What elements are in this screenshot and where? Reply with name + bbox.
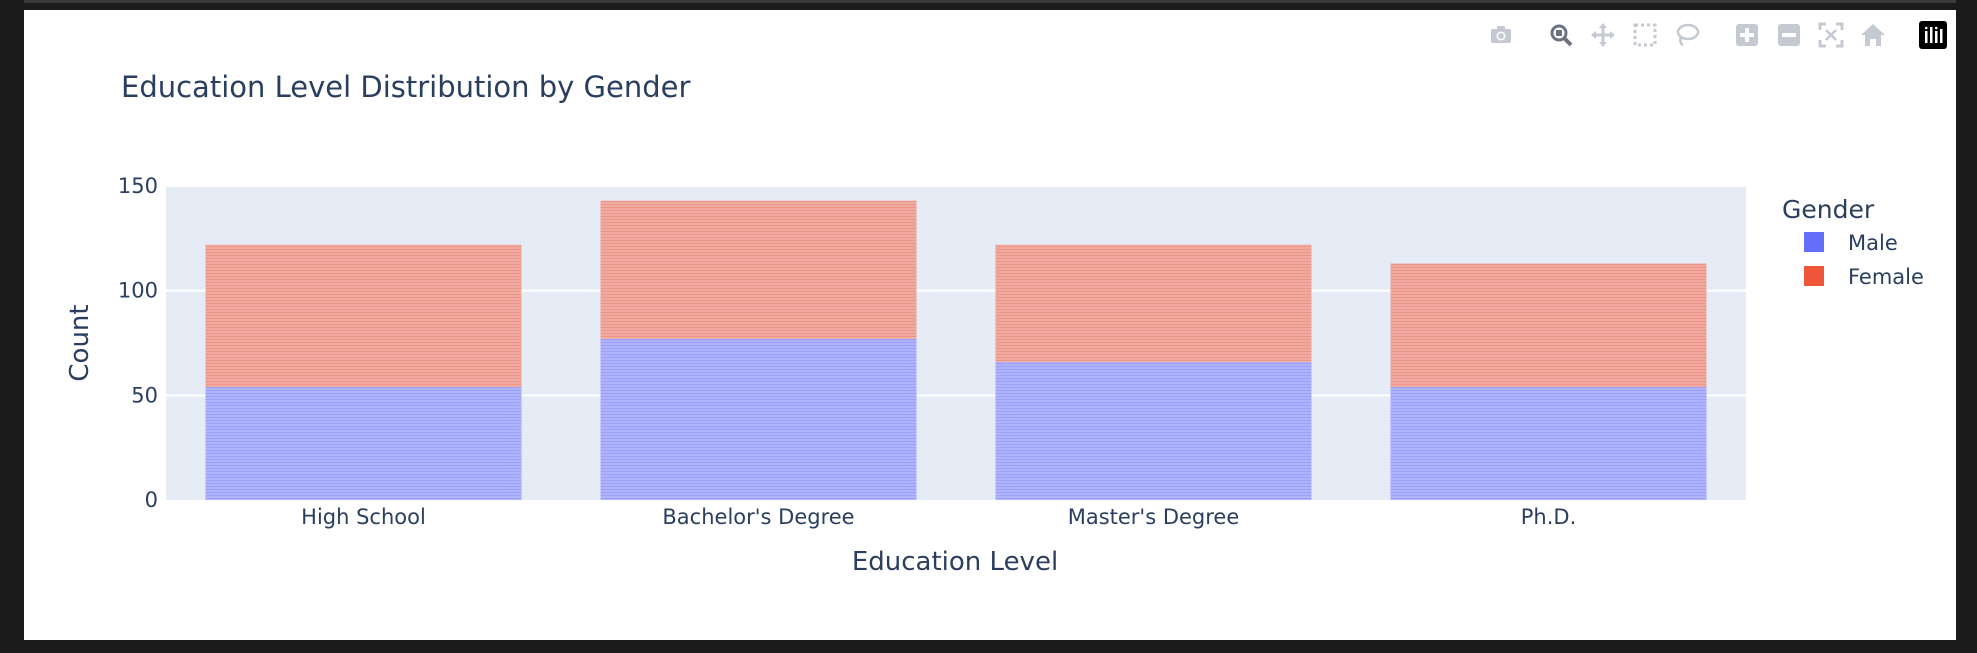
box-select-icon[interactable] [1628, 18, 1662, 52]
bar-female-2[interactable] [995, 244, 1312, 362]
x-axis-title: Education Level [852, 547, 1058, 577]
legend-item-male[interactable]: Male [1804, 231, 1898, 255]
modebar [1484, 18, 1950, 52]
y-tick-label: 150 [118, 174, 158, 198]
y-axis-title: Count [65, 304, 95, 381]
legend-label: Female [1848, 265, 1924, 289]
window-top-border [24, 0, 1956, 3]
legend-label: Male [1848, 231, 1898, 255]
y-tick-label: 50 [131, 383, 158, 407]
zoom-in-icon[interactable] [1730, 18, 1764, 52]
x-tick-label: High School [301, 505, 426, 529]
chart-title: Education Level Distribution by Gender [121, 70, 690, 104]
zoom-out-icon[interactable] [1772, 18, 1806, 52]
plotly-logo-icon[interactable] [1916, 18, 1950, 52]
x-tick-label: Master's Degree [1068, 505, 1240, 529]
y-tick-label: 0 [145, 488, 158, 512]
bars [205, 200, 1707, 500]
x-tick-label: Bachelor's Degree [662, 505, 854, 529]
bar-female-1[interactable] [600, 200, 917, 339]
legend-title: Gender [1782, 195, 1875, 224]
legend-swatch [1804, 232, 1824, 252]
legend-swatch [1804, 266, 1824, 286]
legend-item-female[interactable]: Female [1804, 265, 1924, 289]
reset-axes-icon[interactable] [1856, 18, 1890, 52]
x-tick-label: Ph.D. [1521, 505, 1577, 529]
bar-male-3[interactable] [1390, 386, 1707, 500]
x-axis-ticks: High School Bachelor's Degree Master's Deg… [301, 505, 1576, 529]
bar-female-0[interactable] [205, 244, 522, 387]
legend: Male Female [1804, 231, 1924, 289]
y-tick-label: 100 [118, 279, 158, 303]
bar-female-3[interactable] [1390, 263, 1707, 387]
y-axis-ticks: 0 50 100 150 [118, 174, 158, 512]
zoom-icon[interactable] [1544, 18, 1578, 52]
pan-icon[interactable] [1586, 18, 1620, 52]
lasso-select-icon[interactable] [1670, 18, 1704, 52]
autoscale-icon[interactable] [1814, 18, 1848, 52]
bar-male-1[interactable] [600, 338, 917, 500]
bar-male-0[interactable] [205, 386, 522, 500]
camera-icon[interactable] [1484, 18, 1518, 52]
bar-male-2[interactable] [995, 361, 1312, 500]
